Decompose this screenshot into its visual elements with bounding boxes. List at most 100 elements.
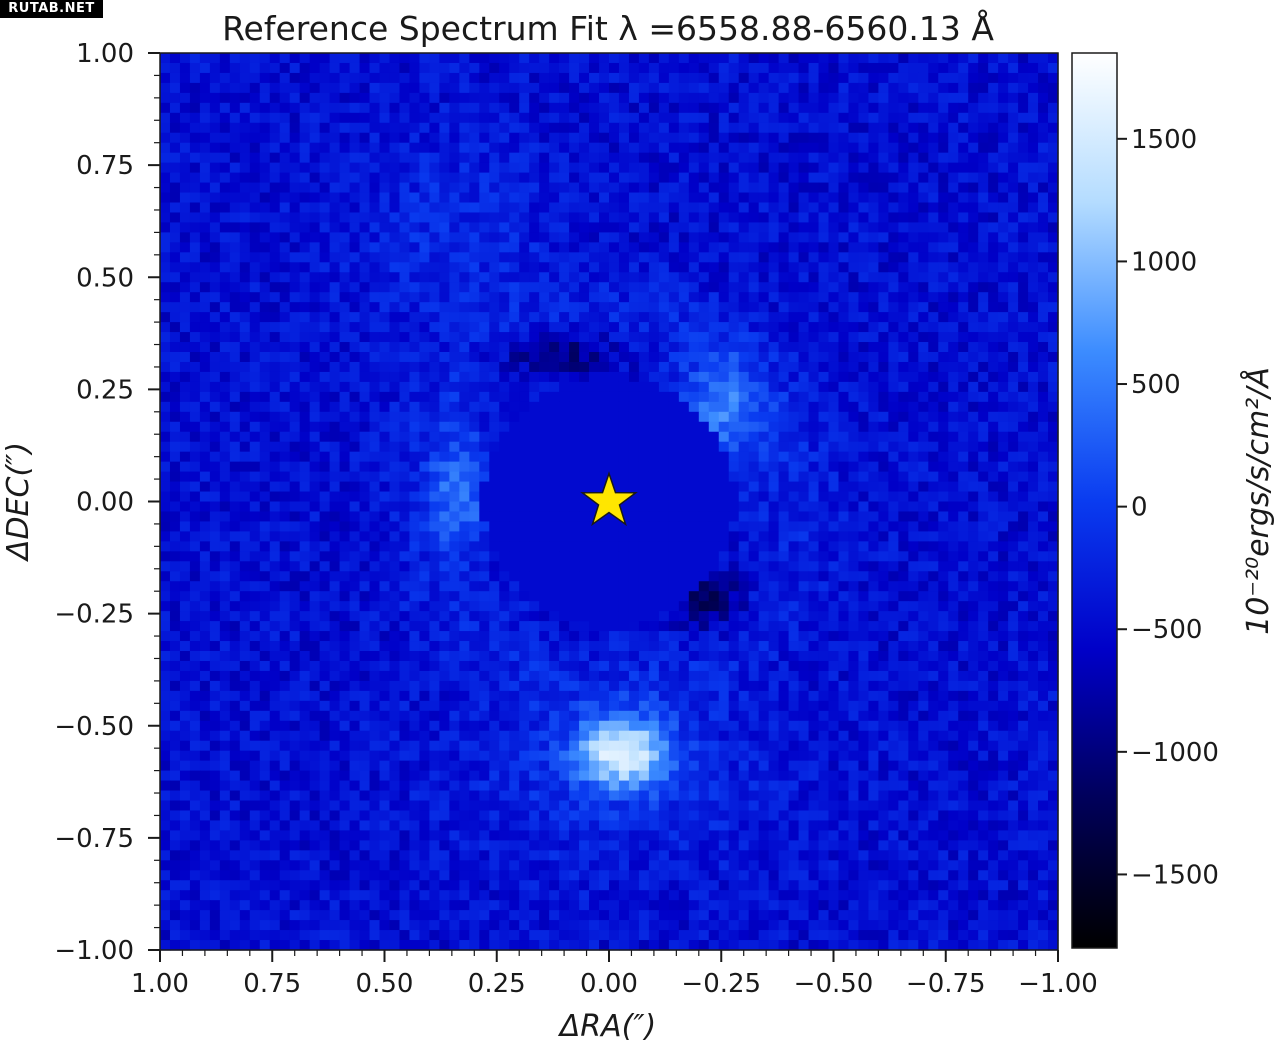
- heatmap-cell: [718, 431, 730, 443]
- heatmap-cell: [529, 581, 540, 592]
- heatmap-cell: [918, 561, 929, 572]
- heatmap-cell: [329, 62, 341, 74]
- heatmap-cell: [738, 421, 750, 433]
- heatmap-cell: [758, 342, 770, 353]
- heatmap-cell: [618, 361, 630, 373]
- heatmap-cell: [828, 491, 840, 503]
- heatmap-cell: [259, 252, 271, 263]
- heatmap-cell: [419, 92, 430, 104]
- heatmap-cell: [1048, 391, 1059, 403]
- heatmap-cell: [1048, 312, 1059, 323]
- heatmap-cell: [868, 451, 879, 463]
- heatmap-cell: [279, 481, 291, 493]
- heatmap-cell: [758, 501, 770, 513]
- heatmap-cell: [399, 571, 411, 582]
- heatmap-cell: [1028, 222, 1039, 233]
- heatmap-cell: [728, 222, 740, 233]
- heatmap-cell: [988, 142, 999, 154]
- heatmap-cell: [708, 411, 720, 423]
- heatmap-cell: [988, 352, 999, 363]
- heatmap-cell: [349, 72, 361, 84]
- heatmap-cell: [429, 182, 440, 194]
- heatmap-cell: [439, 401, 450, 413]
- heatmap-cell: [249, 342, 261, 353]
- heatmap-cell: [549, 431, 560, 443]
- heatmap-cell: [559, 451, 570, 463]
- heatmap-cell: [828, 252, 840, 263]
- heatmap-cell: [648, 152, 660, 164]
- heatmap-cell: [389, 102, 401, 114]
- heatmap-cell: [399, 461, 411, 473]
- heatmap-cell: [878, 481, 889, 493]
- heatmap-cell: [389, 391, 401, 403]
- heatmap-cell: [339, 242, 351, 253]
- heatmap-cell: [429, 252, 440, 263]
- heatmap-cell: [1038, 282, 1049, 293]
- heatmap-cell: [519, 561, 530, 572]
- heatmap-cell: [329, 601, 341, 612]
- heatmap-cell: [459, 461, 470, 473]
- heatmap-cell: [638, 581, 650, 592]
- heatmap-cell: [1028, 441, 1039, 453]
- heatmap-cell: [599, 541, 610, 552]
- heatmap-cell: [988, 451, 999, 463]
- heatmap-cell: [409, 511, 421, 523]
- heatmap-cell: [449, 292, 460, 303]
- heatmap-cell: [269, 53, 281, 64]
- heatmap-cell: [189, 82, 201, 94]
- heatmap-cell: [199, 232, 211, 243]
- heatmap-cell: [938, 222, 949, 233]
- heatmap-cell: [219, 441, 231, 453]
- heatmap-cell: [1048, 192, 1059, 204]
- heatmap-cell: [339, 411, 351, 423]
- heatmap-cell: [439, 471, 450, 483]
- heatmap-cell: [648, 172, 660, 184]
- heatmap-cell: [708, 262, 720, 273]
- heatmap-cell: [359, 511, 371, 523]
- heatmap-cell: [279, 332, 291, 343]
- heatmap-cell: [399, 142, 411, 154]
- heatmap-cell: [479, 342, 490, 353]
- heatmap-cell: [369, 551, 381, 562]
- heatmap-cell: [449, 451, 460, 463]
- heatmap-cell: [1018, 202, 1029, 214]
- heatmap-cell: [299, 302, 311, 313]
- heatmap-cell: [628, 202, 640, 214]
- heatmap-cell: [818, 312, 830, 323]
- heatmap-cell: [658, 342, 670, 353]
- heatmap-cell: [708, 381, 720, 393]
- heatmap-cell: [788, 571, 800, 582]
- heatmap-cell: [968, 531, 979, 542]
- heatmap-cell: [698, 242, 710, 253]
- heatmap-cell: [439, 242, 450, 253]
- heatmap-cell: [489, 272, 500, 283]
- heatmap-cell: [299, 242, 311, 253]
- heatmap-cell: [748, 571, 760, 582]
- heatmap-cell: [489, 411, 500, 423]
- heatmap-cell: [938, 252, 949, 263]
- heatmap-cell: [339, 292, 351, 303]
- heatmap-cell: [479, 192, 490, 204]
- heatmap-cell: [539, 302, 550, 313]
- heatmap-cell: [339, 192, 351, 204]
- heatmap-cell: [369, 262, 381, 273]
- heatmap-cell: [189, 322, 201, 333]
- heatmap-cell: [229, 282, 241, 293]
- heatmap-cell: [718, 531, 730, 542]
- heatmap-cell: [678, 112, 690, 124]
- heatmap-cell: [369, 352, 381, 363]
- heatmap-cell: [848, 62, 860, 74]
- heatmap-cell: [229, 142, 241, 154]
- heatmap-cell: [189, 551, 201, 562]
- heatmap-cell: [429, 581, 440, 592]
- heatmap-cell: [489, 401, 500, 413]
- heatmap-cell: [309, 581, 321, 592]
- heatmap-cell: [519, 272, 530, 283]
- heatmap-cell: [648, 421, 660, 433]
- heatmap-cell: [818, 511, 830, 523]
- heatmap-cell: [489, 302, 500, 313]
- heatmap-cell: [1048, 212, 1059, 224]
- heatmap-cell: [539, 451, 550, 463]
- heatmap-cell: [988, 421, 999, 433]
- heatmap-cell: [928, 62, 939, 74]
